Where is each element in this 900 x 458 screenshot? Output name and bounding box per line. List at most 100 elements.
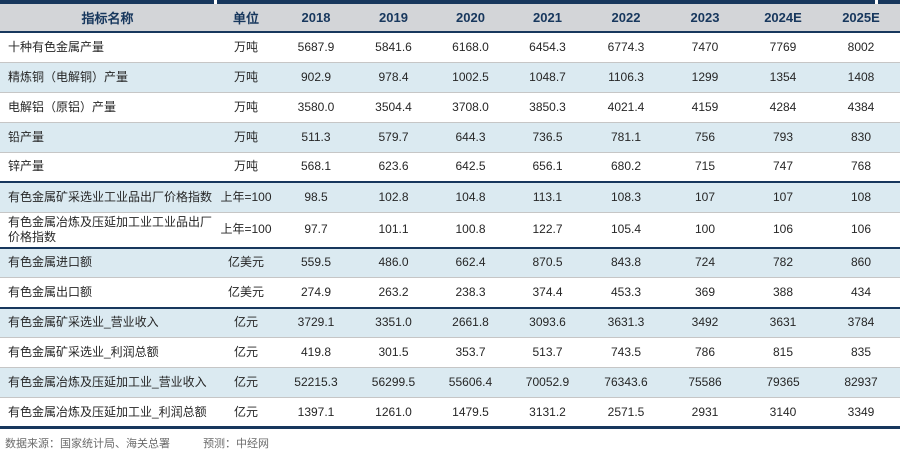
value-cell: 3580.0 — [277, 92, 355, 123]
value-cell: 419.8 — [277, 337, 355, 368]
value-cell: 388 — [744, 277, 822, 308]
value-cell: 781.1 — [586, 122, 666, 153]
unit-cell: 万吨 — [215, 92, 277, 123]
value-cell: 756 — [666, 122, 744, 153]
value-cell: 3140 — [744, 397, 822, 429]
column-header: 单位 — [215, 4, 277, 33]
top-bar-gap — [214, 0, 217, 4]
value-cell: 656.1 — [509, 152, 586, 183]
value-cell: 843.8 — [586, 246, 666, 278]
table-row: 精炼铜（电解铜）产量 万吨 902.9 978.4 1002.5 1048.7 1106.3… — [0, 62, 900, 93]
table-row: 有色金属矿采选业_营业收入 亿元 3729.1 3351.0 2661.8 3093.6 3… — [0, 306, 900, 338]
value-cell: 3631.3 — [586, 306, 666, 338]
value-cell: 79365 — [744, 367, 822, 398]
value-cell: 513.7 — [509, 337, 586, 368]
value-cell: 3492 — [666, 306, 744, 338]
column-header: 2018 — [277, 4, 355, 33]
value-cell: 274.9 — [277, 277, 355, 308]
value-cell: 793 — [744, 122, 822, 153]
value-cell: 715 — [666, 152, 744, 183]
value-cell: 486.0 — [355, 246, 432, 278]
unit-cell: 亿元 — [215, 306, 277, 338]
table-row: 有色金属矿采选业_利润总额 亿元 419.8 301.5 353.7 513.7 743.5… — [0, 337, 900, 368]
value-cell: 3131.2 — [509, 397, 586, 429]
table-row: 有色金属冶炼及压延加工业_营业收入 亿元 52215.3 56299.5 55606.4… — [0, 367, 900, 398]
indicator-name-cell: 有色金属冶炼及压延加工业_营业收入 — [0, 367, 215, 398]
indicator-name-cell: 有色金属矿采选业_利润总额 — [0, 337, 215, 368]
top-bar — [0, 0, 900, 4]
unit-cell: 上年=100 — [215, 212, 277, 248]
indicator-name-cell: 精炼铜（电解铜）产量 — [0, 62, 215, 93]
value-cell: 3631 — [744, 306, 822, 338]
table-row: 锌产量 万吨 568.1 623.6 642.5 656.1 680.2 715 747 768 — [0, 152, 900, 183]
value-cell: 815 — [744, 337, 822, 368]
value-cell: 1261.0 — [355, 397, 432, 429]
value-cell: 52215.3 — [277, 367, 355, 398]
value-cell: 107 — [744, 181, 822, 213]
value-cell: 76343.6 — [586, 367, 666, 398]
value-cell: 662.4 — [432, 246, 509, 278]
value-cell: 104.8 — [432, 181, 509, 213]
value-cell: 511.3 — [277, 122, 355, 153]
indicator-name-cell: 有色金属矿采选业工业品出厂价格指数 — [0, 181, 215, 213]
value-cell: 108.3 — [586, 181, 666, 213]
value-cell: 55606.4 — [432, 367, 509, 398]
value-cell: 82937 — [822, 367, 900, 398]
value-cell: 860 — [822, 246, 900, 278]
header-row: 指标名称 单位 2018 2019 2020 2021 2022 2023 2024E 2025E — [0, 4, 900, 33]
column-header: 指标名称 — [0, 4, 215, 33]
unit-cell: 万吨 — [215, 62, 277, 93]
value-cell: 768 — [822, 152, 900, 183]
column-header: 2019 — [355, 4, 432, 33]
value-cell: 369 — [666, 277, 744, 308]
value-cell: 568.1 — [277, 152, 355, 183]
value-cell: 8002 — [822, 32, 900, 63]
value-cell: 122.7 — [509, 212, 586, 248]
value-cell: 5841.6 — [355, 32, 432, 63]
value-cell: 453.3 — [586, 277, 666, 308]
table-row: 电解铝（原铝）产量 万吨 3580.0 3504.4 3708.0 3850.3 4021.… — [0, 92, 900, 123]
value-cell: 2931 — [666, 397, 744, 429]
column-header: 2022 — [586, 4, 666, 33]
unit-cell: 亿元 — [215, 367, 277, 398]
value-cell: 2661.8 — [432, 306, 509, 338]
value-cell: 108 — [822, 181, 900, 213]
table-row: 有色金属矿采选业工业品出厂价格指数 上年=100 98.5 102.8 104.8 113… — [0, 181, 900, 213]
value-cell: 786 — [666, 337, 744, 368]
value-cell: 3729.1 — [277, 306, 355, 338]
indicator-name-cell: 有色金属出口额 — [0, 277, 215, 308]
value-cell: 1048.7 — [509, 62, 586, 93]
top-bar-gap — [875, 0, 878, 4]
value-cell: 1106.3 — [586, 62, 666, 93]
value-cell: 98.5 — [277, 181, 355, 213]
value-cell: 642.5 — [432, 152, 509, 183]
value-cell: 101.1 — [355, 212, 432, 248]
data-source-text: 数据来源：国家统计局、海关总署 — [5, 438, 170, 450]
value-cell: 747 — [744, 152, 822, 183]
value-cell: 105.4 — [586, 212, 666, 248]
column-header: 2021 — [509, 4, 586, 33]
value-cell: 6168.0 — [432, 32, 509, 63]
value-cell: 736.5 — [509, 122, 586, 153]
value-cell: 70052.9 — [509, 367, 586, 398]
forecast-source-text: 预测：中经网 — [203, 438, 270, 450]
value-cell: 1479.5 — [432, 397, 509, 429]
value-cell: 3349 — [822, 397, 900, 429]
indicator-name-cell: 锌产量 — [0, 152, 215, 183]
value-cell: 902.9 — [277, 62, 355, 93]
value-cell: 1397.1 — [277, 397, 355, 429]
value-cell: 301.5 — [355, 337, 432, 368]
value-cell: 830 — [822, 122, 900, 153]
value-cell: 6454.3 — [509, 32, 586, 63]
data-table: 指标名称 单位 2018 2019 2020 2021 2022 2023 2024E 2025E… — [0, 4, 900, 429]
indicator-name-cell: 有色金属矿采选业_营业收入 — [0, 306, 215, 338]
value-cell: 3504.4 — [355, 92, 432, 123]
value-cell: 4384 — [822, 92, 900, 123]
indicator-name-cell: 有色金属冶炼及压延加工业工业品出厂价格指数 — [0, 212, 215, 248]
value-cell: 4284 — [744, 92, 822, 123]
value-cell: 434 — [822, 277, 900, 308]
value-cell: 559.5 — [277, 246, 355, 278]
value-cell: 106 — [744, 212, 822, 248]
value-cell: 3850.3 — [509, 92, 586, 123]
indicator-name-cell: 有色金属进口额 — [0, 246, 215, 278]
